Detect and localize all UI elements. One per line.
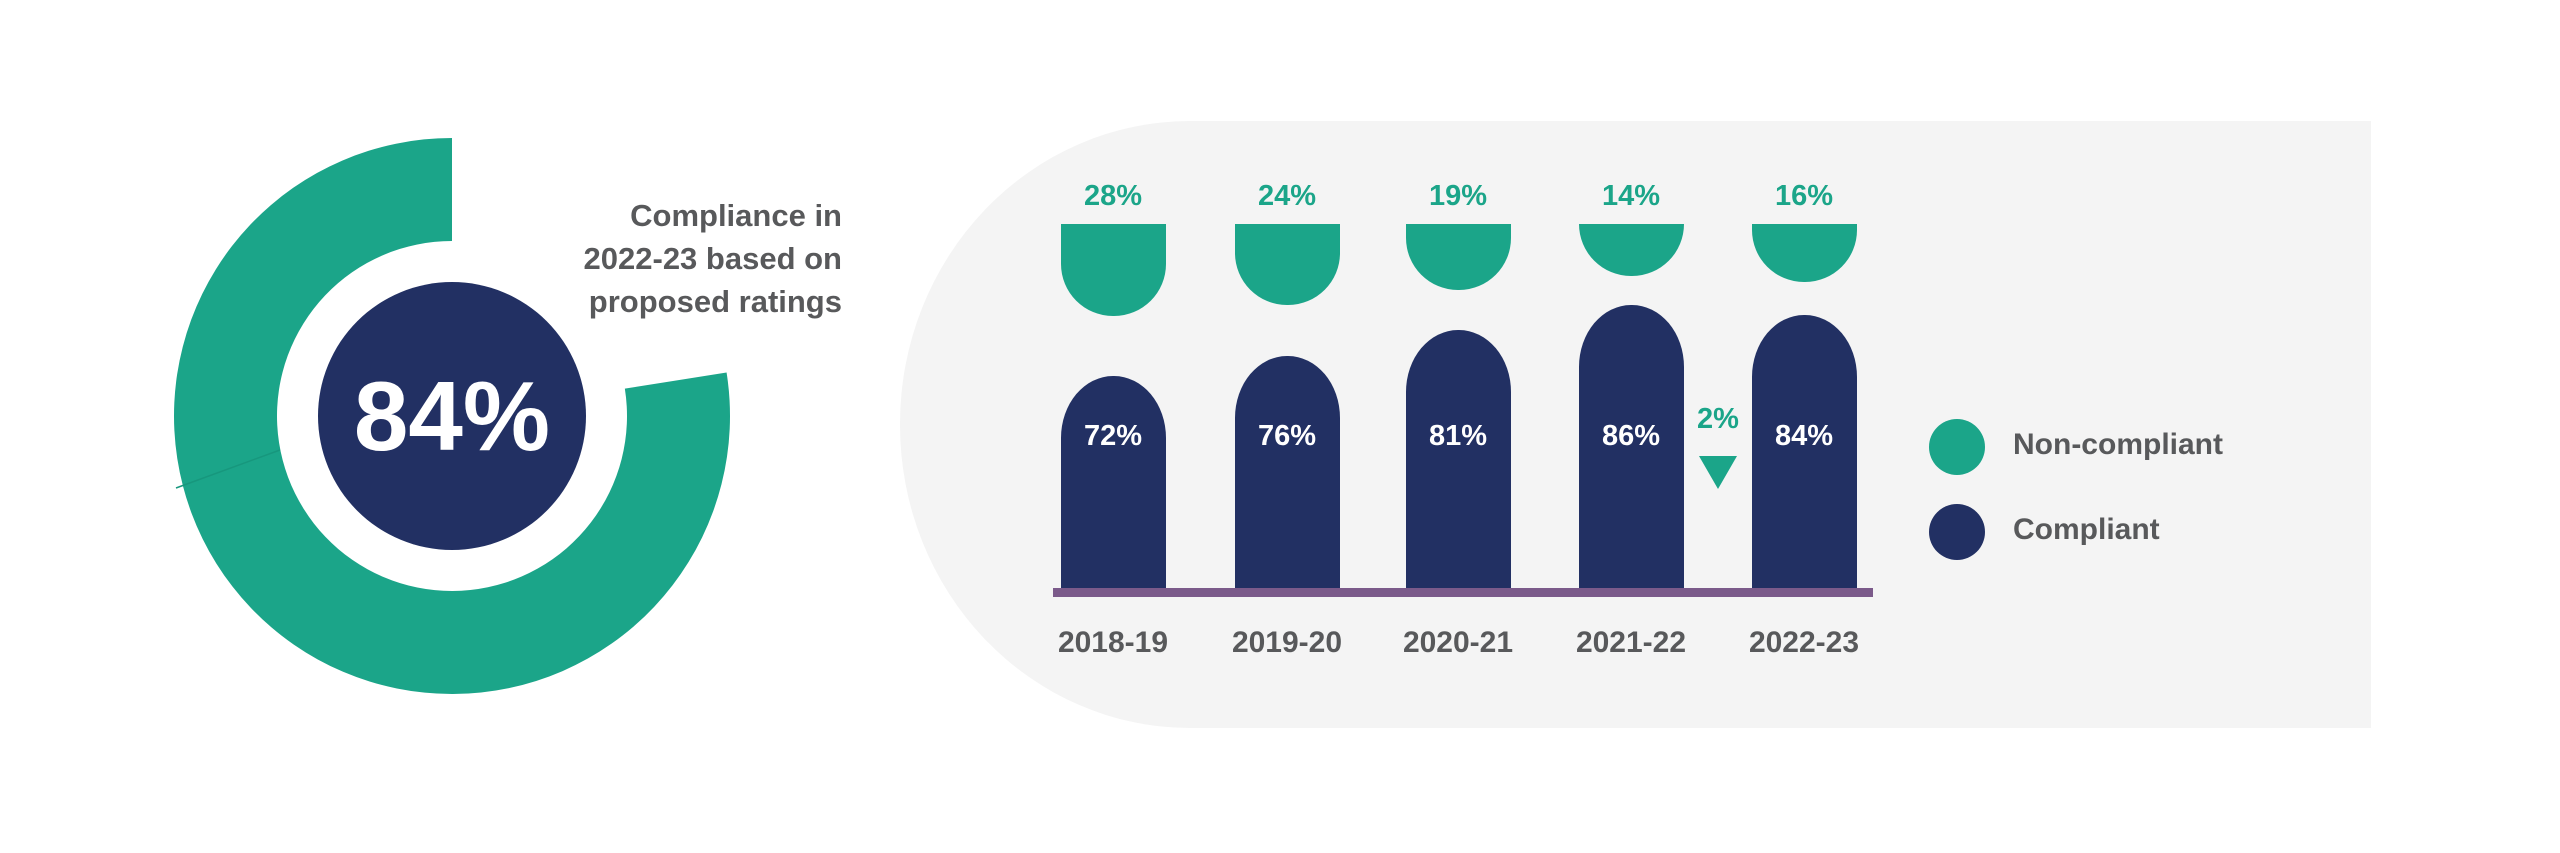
non-compliant-value-label: 19% <box>1428 180 1488 212</box>
compliant-value-label: 72% <box>1083 420 1143 452</box>
non-compliant-value-label: 16% <box>1774 180 1834 212</box>
legend-non-compliant-label: Non-compliant <box>2013 428 2223 461</box>
compliant-value-label: 76% <box>1257 420 1317 452</box>
legend-compliant-swatch <box>1929 504 1985 560</box>
donut-title: Compliance in 2022-23 based on proposed … <box>583 198 842 319</box>
donut-segment-seam <box>175 449 281 489</box>
x-axis-baseline <box>1053 588 1873 597</box>
compliant-bar <box>1061 375 1166 590</box>
compliant-bar <box>1579 304 1684 590</box>
compliant-value-label: 86% <box>1601 420 1661 452</box>
non-compliant-bar <box>1235 224 1340 305</box>
non-compliant-value-label: 24% <box>1257 180 1317 212</box>
compliant-bar <box>1406 330 1511 590</box>
x-tick-label: 2018-19 <box>1057 626 1169 659</box>
x-tick-label: 2020-21 <box>1402 626 1514 659</box>
compliant-bar <box>1752 315 1857 590</box>
x-tick-label: 2021-22 <box>1575 626 1687 659</box>
non-compliant-bar <box>1061 224 1166 317</box>
non-compliant-value-label: 14% <box>1601 180 1661 212</box>
change-annotation-label: 2% <box>1697 403 1739 435</box>
x-tick-label: 2022-23 <box>1748 626 1860 659</box>
down-triangle-icon <box>1699 456 1737 489</box>
donut-ring-segment <box>173 138 731 695</box>
legend-non-compliant-swatch <box>1929 419 1985 475</box>
non-compliant-value-label: 28% <box>1083 180 1143 212</box>
compliant-value-label: 81% <box>1428 420 1488 452</box>
compliant-value-label: 84% <box>1774 420 1834 452</box>
compliance-donut <box>173 138 731 695</box>
compliant-bar <box>1235 355 1340 590</box>
legend-compliant-label: Compliant <box>2013 513 2160 546</box>
x-tick-label: 2019-20 <box>1231 626 1343 659</box>
donut-center-circle <box>318 282 586 550</box>
donut-value-label: 84% <box>353 360 551 471</box>
